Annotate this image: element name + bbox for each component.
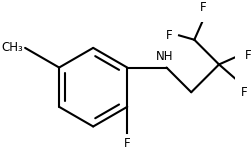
Text: CH₃: CH₃ [1, 41, 23, 54]
Text: F: F [166, 29, 172, 42]
Text: F: F [200, 0, 206, 14]
Text: F: F [124, 137, 131, 150]
Text: F: F [241, 86, 247, 99]
Text: NH: NH [155, 50, 173, 63]
Text: F: F [245, 49, 252, 62]
